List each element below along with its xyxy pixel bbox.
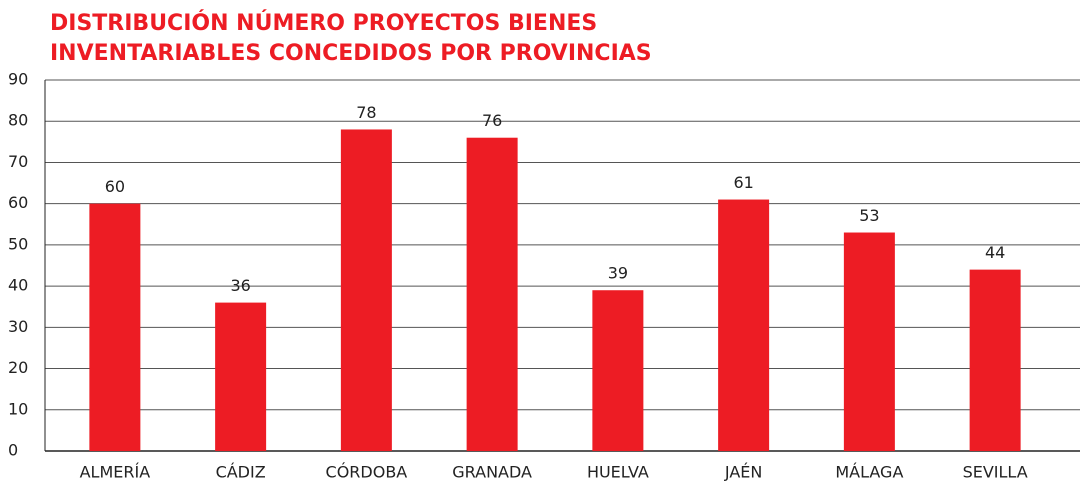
data-label: 78 (356, 103, 376, 122)
y-tick-label: 50 (8, 234, 28, 253)
y-tick-label: 40 (8, 276, 28, 295)
data-label: 39 (608, 264, 628, 283)
x-tick-label: JAÉN (724, 463, 762, 482)
data-label: 61 (733, 173, 753, 192)
x-tick-label: GRANADA (452, 463, 532, 482)
bar (592, 290, 644, 451)
y-tick-label: 70 (8, 152, 28, 171)
data-label: 44 (985, 243, 1005, 262)
x-tick-label: CÁDIZ (216, 463, 266, 482)
y-tick-label: 0 (8, 441, 18, 460)
x-tick-label: SEVILLA (963, 463, 1028, 482)
data-label: 53 (859, 206, 879, 225)
x-tick-label: HUELVA (587, 463, 649, 482)
bar (969, 269, 1021, 451)
x-tick-label: MÁLAGA (835, 463, 903, 482)
y-tick-label: 90 (8, 70, 28, 89)
data-label: 60 (105, 177, 125, 196)
y-tick-label: 20 (8, 358, 28, 377)
y-tick-label: 60 (8, 193, 28, 212)
bar (843, 232, 895, 451)
bar (466, 137, 518, 451)
bar (718, 199, 770, 451)
bar (215, 302, 267, 451)
data-label: 36 (230, 276, 250, 295)
x-tick-label: CÓRDOBA (326, 463, 408, 482)
x-tick-label: ALMERÍA (80, 463, 151, 482)
y-tick-label: 10 (8, 399, 28, 418)
y-tick-label: 30 (8, 317, 28, 336)
data-label: 76 (482, 111, 502, 130)
chart-title: DISTRIBUCIÓN NÚMERO PROYECTOS BIENES (50, 10, 597, 36)
bar (89, 203, 141, 451)
bar (340, 129, 392, 451)
y-tick-label: 80 (8, 111, 28, 130)
chart-title: INVENTARIABLES CONCEDIDOS POR PROVINCIAS (50, 41, 652, 66)
